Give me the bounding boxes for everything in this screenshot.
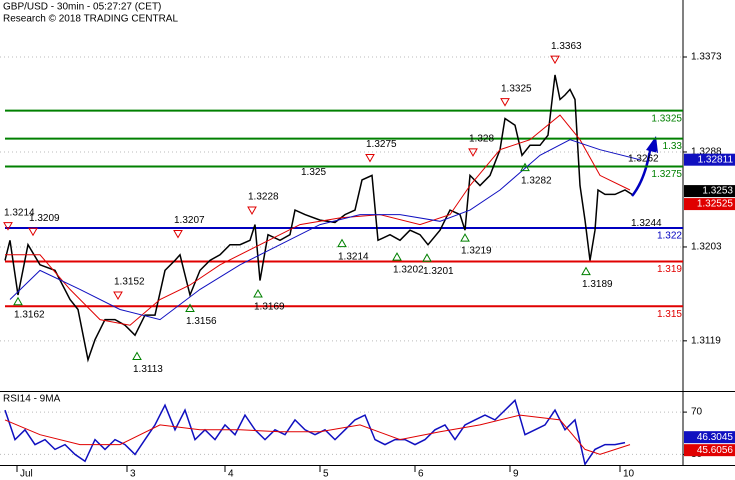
low-marker: [185, 303, 195, 312]
plot: [0, 56, 683, 363]
pivot-label: 1.325: [301, 167, 326, 178]
x-tick-label: 10: [623, 469, 635, 480]
low-marker: [422, 253, 432, 262]
y-tick-label: 1.3119: [691, 335, 721, 346]
pivot-label: 1.3363: [551, 41, 582, 52]
pivot-label: 1.3201: [423, 266, 454, 277]
level-label: 1.33: [663, 141, 683, 152]
pivot-label: 1.3152: [114, 277, 145, 288]
rsi-title: RSI14 - 9MA: [3, 394, 61, 405]
high-marker: [113, 291, 123, 300]
level-label: 1.319: [657, 264, 682, 275]
price-box-label: 46.3045: [697, 432, 734, 443]
series-line: [5, 114, 631, 326]
pivot-label: 1.3282: [521, 175, 552, 186]
x-tick-label: 6: [418, 469, 424, 480]
price-box-label: 1.32811: [698, 154, 734, 165]
low-marker: [132, 351, 142, 361]
high-marker: [500, 98, 510, 107]
y-tick-label: 1.3203: [691, 242, 722, 253]
pivot-label: 1.3244: [631, 218, 662, 229]
low-marker: [13, 296, 23, 306]
level-label: 1.3325: [651, 113, 682, 124]
price-box-label: 45.6056: [697, 445, 734, 456]
y-tick-label: 70: [691, 407, 703, 418]
y-tick-label: 1.3373: [691, 52, 722, 63]
x-tick-label: 9: [513, 469, 519, 480]
pivot-label: 1.3214: [4, 207, 35, 218]
pivot-label: 1.3207: [174, 215, 205, 226]
price-box: [684, 444, 735, 457]
pivot-label: 1.3156: [186, 316, 217, 327]
pivot-label: 1.328: [469, 134, 494, 145]
high-marker: [3, 222, 13, 231]
low-marker: [460, 233, 470, 242]
pivot-label: 1.3169: [254, 302, 285, 313]
low-marker: [337, 238, 347, 248]
high-marker: [28, 227, 38, 237]
high-marker: [247, 206, 257, 216]
x-tick-label: 5: [323, 469, 329, 480]
series-line: [4, 398, 626, 465]
high-marker: [173, 229, 183, 239]
price-box: [684, 153, 735, 166]
x-tick-label: Jul: [20, 469, 33, 480]
x-tick-label: 4: [228, 469, 234, 480]
pivot-label: 1.3228: [248, 192, 279, 203]
x-tick-label: 3: [130, 469, 136, 480]
pivot-label: 1.3275: [366, 139, 397, 150]
pivot-label: 1.3202: [393, 265, 424, 276]
plot: [0, 398, 683, 465]
price-box: [684, 198, 735, 211]
pivot-label: 1.3325: [501, 83, 532, 94]
pivot-label: 1.3214: [338, 251, 369, 262]
low-marker: [581, 266, 591, 276]
chart-title: GBP/USD - 30min - 05:27:27 (CET): [3, 2, 161, 13]
series-line: [4, 74, 633, 363]
pivot-label: 1.3262: [628, 154, 659, 165]
high-marker: [365, 154, 375, 163]
low-marker: [392, 252, 402, 261]
level-label: 1.3275: [651, 169, 682, 180]
pivot-label: 1.3162: [14, 309, 45, 320]
low-marker: [253, 288, 263, 298]
price-box: [684, 431, 735, 444]
chart-subtitle: Research © 2018 TRADING CENTRAL: [3, 14, 178, 25]
price-box-label: 1.32525: [697, 199, 734, 210]
series-line: [9, 139, 641, 321]
pivot-label: 1.3219: [461, 246, 492, 257]
pivot-label: 1.3113: [133, 364, 163, 375]
price-box-label: 1.3253: [702, 186, 733, 197]
price-box: [684, 185, 735, 198]
pivot-label: 1.3189: [582, 279, 613, 290]
forecast-arrow: [631, 136, 658, 197]
pivot-label: 1.3209: [29, 213, 60, 224]
high-marker: [468, 148, 478, 157]
series-line: [4, 414, 631, 455]
high-marker: [550, 55, 560, 65]
level-label: 1.322: [657, 231, 682, 242]
low-marker: [520, 162, 530, 172]
y-tick-label: 1.3288: [691, 147, 722, 158]
level-label: 1.315: [657, 309, 682, 320]
